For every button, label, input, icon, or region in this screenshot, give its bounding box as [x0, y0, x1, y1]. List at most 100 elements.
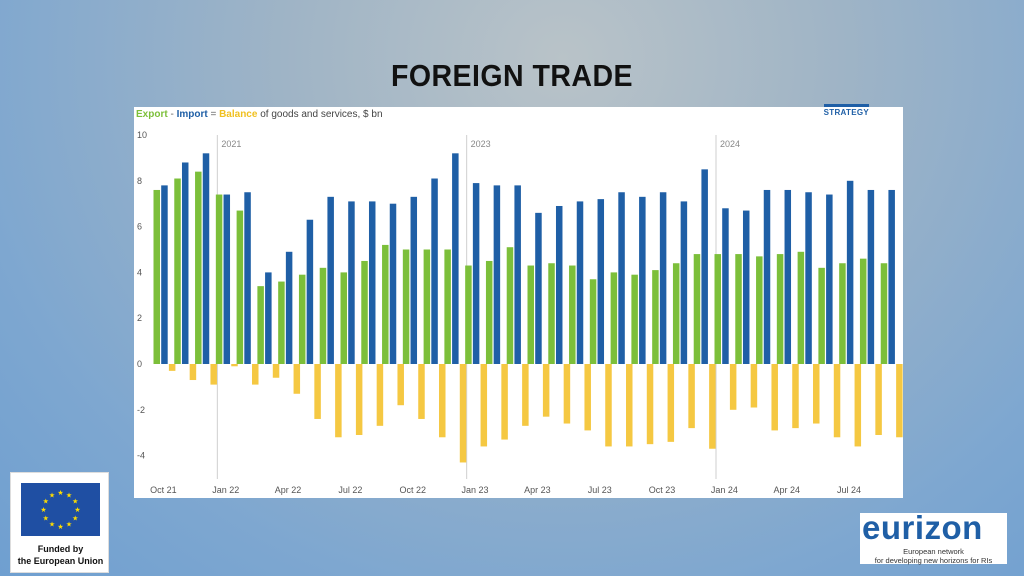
balance-bar: [376, 364, 384, 426]
import-bar: [285, 251, 293, 364]
export-bar: [818, 267, 825, 364]
export-bar: [236, 210, 244, 364]
slide-title: FOREIGN TRADE: [390, 58, 634, 93]
export-bar: [672, 263, 680, 364]
eu-funding-logo: ★ ★ ★ ★ ★ ★ ★ ★ ★ ★ ★ ★ Funded by the European Unio…: [10, 472, 109, 573]
export-bar: [444, 249, 451, 364]
balance-bar: [355, 364, 363, 435]
balance-bar: [335, 364, 342, 438]
export-bar: [195, 171, 202, 364]
eu-star-icon: ★: [74, 506, 80, 514]
balance-bar: [854, 364, 862, 447]
eurizon-tagline: European network for developing new hori…: [860, 547, 1007, 565]
balance-bar: [626, 364, 633, 447]
x-tick-label: Jul 23: [588, 485, 612, 495]
import-bar: [846, 180, 854, 364]
eu-star-icon: ★: [43, 515, 49, 523]
export-bar: [589, 279, 597, 364]
balance-bar: [709, 364, 716, 449]
balance-bar: [501, 364, 508, 440]
balance-bar: [459, 364, 467, 463]
export-bar: [465, 265, 472, 364]
export-bar: [485, 260, 493, 364]
import-bar: [368, 201, 376, 364]
export-bar: [569, 265, 576, 364]
import-bar: [826, 194, 833, 364]
y-tick-label: 10: [137, 130, 147, 140]
eu-line-2: the European Union: [17, 556, 104, 566]
export-bar: [298, 274, 306, 364]
import-bar: [244, 192, 251, 364]
x-tick-label: Jan 23: [462, 485, 489, 495]
export-bar: [880, 263, 888, 364]
export-bar: [735, 254, 742, 364]
export-bar: [631, 274, 638, 364]
eurizon-wordmark: eurizon: [862, 509, 983, 546]
balance-bar: [439, 364, 446, 438]
export-bar: [839, 263, 846, 364]
export-bar: [506, 247, 514, 364]
caption-export: Export: [136, 109, 168, 120]
import-bar: [327, 196, 334, 364]
x-tick-label: Apr 23: [524, 485, 551, 495]
y-tick-label: -4: [137, 451, 145, 461]
eu-funding-text: Funded by the European Union: [11, 543, 110, 567]
year-marker-label: 2021: [221, 139, 241, 149]
balance-bar: [584, 364, 591, 431]
export-bar: [361, 260, 368, 364]
import-bar: [680, 201, 688, 364]
eu-star-icon: ★: [49, 491, 55, 499]
export-bar: [527, 265, 534, 364]
import-bar: [265, 272, 272, 364]
import-bar: [888, 189, 895, 364]
y-tick-label: -2: [137, 405, 145, 415]
export-bar: [797, 251, 805, 364]
eurizon-tag-line-2: for developing new horizons for RIs: [874, 556, 993, 565]
export-bar: [153, 189, 160, 364]
eu-star-icon: ★: [57, 489, 63, 497]
export-bar: [548, 263, 555, 364]
import-bar: [389, 203, 397, 364]
import-bar: [202, 153, 210, 364]
export-bar: [652, 270, 659, 364]
eu-star-icon: ★: [43, 498, 49, 506]
y-tick-label: 8: [137, 176, 142, 186]
balance-bar: [210, 364, 217, 385]
export-bar: [340, 272, 347, 364]
caption-balance: Balance: [219, 109, 258, 120]
import-bar: [514, 185, 521, 364]
balance-bar: [792, 364, 799, 429]
balance-bar: [231, 364, 238, 367]
eu-flag-icon: ★ ★ ★ ★ ★ ★ ★ ★ ★ ★ ★ ★: [21, 483, 100, 536]
balance-bar: [168, 364, 176, 371]
import-bar: [618, 192, 625, 364]
export-bar: [174, 178, 181, 364]
export-bar: [610, 272, 618, 364]
balance-bar: [418, 364, 425, 419]
eu-star-icon: ★: [49, 521, 55, 529]
x-tick-label: Jan 24: [711, 485, 738, 495]
eurizon-tag-line-1: European network: [903, 547, 964, 556]
import-bar: [639, 196, 646, 364]
eu-star-icon: ★: [72, 515, 78, 523]
y-tick-label: 6: [137, 222, 142, 232]
import-bar: [597, 199, 605, 364]
export-bar: [714, 254, 721, 364]
balance-bar: [646, 364, 654, 445]
import-bar: [223, 194, 231, 364]
balance-bar: [667, 364, 675, 442]
import-bar: [493, 185, 501, 364]
eurizon-logo: eurizon European network for developing …: [860, 509, 1007, 565]
x-tick-label: Apr 22: [275, 485, 302, 495]
import-bar: [805, 192, 812, 364]
export-bar: [319, 267, 327, 364]
export-bar: [859, 258, 867, 364]
balance-bar: [542, 364, 550, 417]
import-bar: [472, 183, 480, 364]
eu-star-icon: ★: [57, 523, 63, 531]
import-bar: [535, 212, 542, 364]
eu-star-icon: ★: [66, 521, 72, 529]
year-marker-label: 2024: [720, 139, 740, 149]
y-tick-label: 0: [137, 359, 142, 369]
x-tick-label: Jan 22: [212, 485, 239, 495]
